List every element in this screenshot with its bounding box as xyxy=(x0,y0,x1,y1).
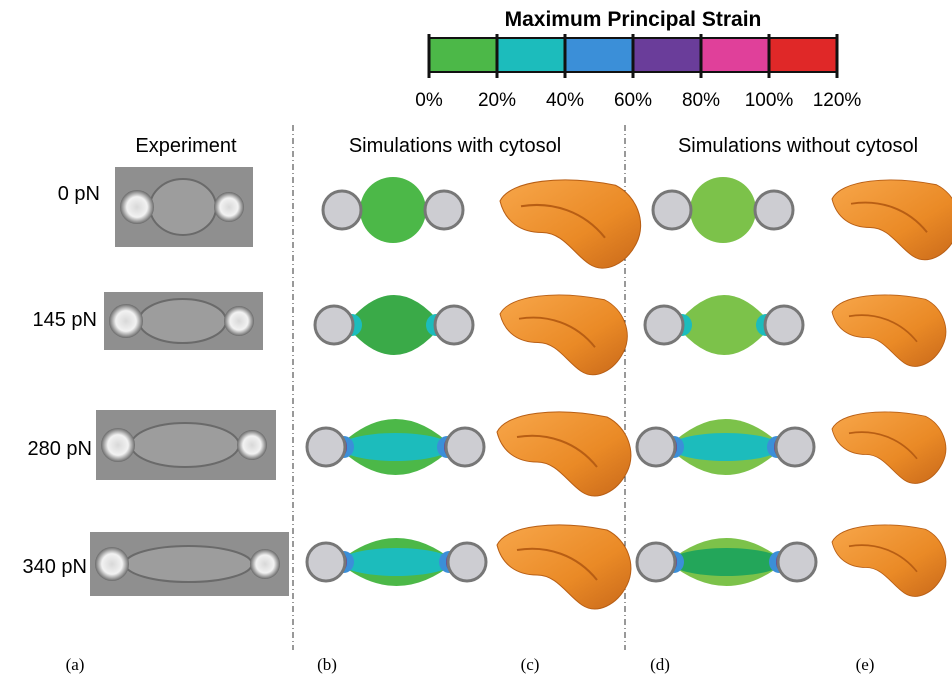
bead xyxy=(109,304,143,338)
bead xyxy=(250,549,280,579)
bead xyxy=(765,306,803,344)
cell xyxy=(125,546,252,582)
bead xyxy=(755,191,793,229)
strain-band xyxy=(670,548,783,576)
bead xyxy=(448,543,486,581)
bead xyxy=(101,428,135,462)
colorbar-segment xyxy=(633,38,701,72)
shape-3d xyxy=(500,180,641,268)
shape-3d xyxy=(832,525,946,596)
simulation-cell xyxy=(645,295,803,355)
surface xyxy=(497,525,631,609)
colorbar-segment xyxy=(701,38,769,72)
panel-label: (c) xyxy=(521,655,540,674)
shape-3d xyxy=(832,180,952,260)
simulation-cell xyxy=(653,177,793,243)
bead xyxy=(307,543,345,581)
row-label: 280 pN xyxy=(28,438,93,460)
bead xyxy=(95,547,129,581)
colorbar-segment xyxy=(565,38,633,72)
artwork xyxy=(90,167,952,609)
experiment-image xyxy=(104,292,263,350)
colorbar-tick-label: 0% xyxy=(415,90,443,111)
panel-label: (d) xyxy=(650,655,670,674)
simulation-cell xyxy=(307,419,484,475)
strain-band xyxy=(340,548,453,576)
bead xyxy=(307,428,345,466)
colorbar-segment xyxy=(429,38,497,72)
row-label: 340 pN xyxy=(23,556,88,578)
experiment-image xyxy=(96,410,276,480)
bead xyxy=(323,191,361,229)
panel-label: (e) xyxy=(856,655,875,674)
strain-band xyxy=(340,433,451,461)
bead xyxy=(645,306,683,344)
colorbar: 0% 20% 40% 60% 80% 100% 120% xyxy=(415,34,861,111)
colorbar-segment xyxy=(497,38,565,72)
surface xyxy=(497,412,631,496)
cell-body xyxy=(360,177,426,243)
bead xyxy=(237,430,267,460)
surface xyxy=(832,412,946,483)
colorbar-tick-label: 80% xyxy=(682,90,720,111)
surface xyxy=(500,295,627,375)
bead xyxy=(778,543,816,581)
surface xyxy=(500,180,641,268)
colorbar-tick-label: 100% xyxy=(745,90,794,111)
cell xyxy=(139,299,226,343)
surface xyxy=(832,525,946,596)
bead xyxy=(224,306,254,336)
shape-3d xyxy=(497,525,631,609)
colorbar-tick-label: 20% xyxy=(478,90,516,111)
shape-3d xyxy=(497,412,631,496)
bead xyxy=(214,192,244,222)
cell-body xyxy=(690,177,756,243)
column-header: Simulations with cytosol xyxy=(349,135,561,157)
bead xyxy=(425,191,463,229)
bead xyxy=(446,428,484,466)
simulation-cell xyxy=(323,177,463,243)
cell xyxy=(150,179,216,235)
bead xyxy=(637,428,675,466)
surface xyxy=(832,295,946,366)
row-label: 0 pN xyxy=(58,183,100,205)
column-header: Experiment xyxy=(135,135,237,157)
shape-3d xyxy=(500,295,627,375)
row-label: 145 pN xyxy=(33,309,98,331)
bead xyxy=(637,543,675,581)
bead xyxy=(653,191,691,229)
figure: Maximum Principal Strain 0% 20% 40% 60% 80% 1… xyxy=(0,0,952,680)
bead xyxy=(776,428,814,466)
bead xyxy=(435,306,473,344)
experiment-image xyxy=(115,167,253,247)
panel-label: (b) xyxy=(317,655,337,674)
simulation-cell xyxy=(637,419,814,475)
simulation-cell xyxy=(315,295,473,355)
colorbar-segment xyxy=(769,38,837,72)
column-header: Simulations without cytosol xyxy=(678,135,918,157)
panel-label: (a) xyxy=(66,655,85,674)
shape-3d xyxy=(832,295,946,366)
colorbar-tick-label: 60% xyxy=(614,90,652,111)
simulation-cell xyxy=(307,538,486,586)
cell xyxy=(131,423,239,467)
surface xyxy=(832,180,952,260)
simulation-cell xyxy=(637,538,816,586)
bead xyxy=(120,190,154,224)
legend-title: Maximum Principal Strain xyxy=(505,8,762,31)
colorbar-tick-label: 120% xyxy=(813,90,862,111)
strain-band xyxy=(670,433,781,461)
experiment-image xyxy=(90,532,289,596)
colorbar-tick-label: 40% xyxy=(546,90,584,111)
bead xyxy=(315,306,353,344)
shape-3d xyxy=(832,412,946,483)
